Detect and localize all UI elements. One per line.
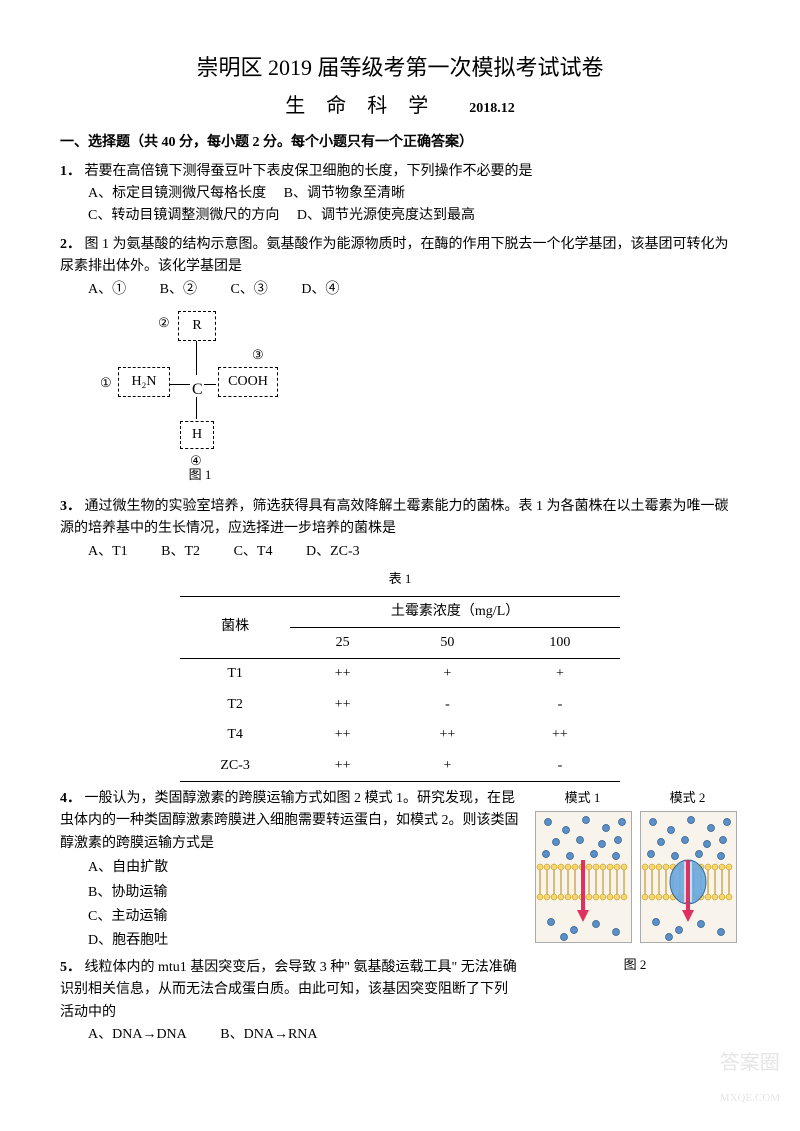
q2-options: A、① B、② C、③ D、④ xyxy=(88,279,740,301)
subject-text: 生 命 科 学 xyxy=(285,95,436,117)
q2-stem: 图 1 为氨基酸的结构示意图。氨基酸作为能源物质时，在酶的作用下脱去一个化学基团… xyxy=(60,237,729,274)
q1-opt-b: B、调节物象至清晰 xyxy=(284,186,405,201)
figure-2: 模式 1 模式 2 图 2 xyxy=(530,788,740,976)
q3-num: 3． xyxy=(60,499,81,514)
tbl1-r3-c50: + xyxy=(395,751,500,782)
q1-opt-d: D、调节光源使亮度达到最高 xyxy=(297,208,475,223)
q1-options: A、标定目镜测微尺每格长度 B、调节物象至清晰 C、转动目镜调整测微尺的方向 D… xyxy=(88,183,740,228)
q5-num: 5． xyxy=(60,960,81,975)
q5-stem: 线粒体内的 mtu1 基因突变后，会导致 3 种" 氨基酸运载工具" 无法准确识… xyxy=(60,960,517,1020)
watermark: 答案圈MXQE.COM xyxy=(720,1047,780,1111)
fig2-caption: 图 2 xyxy=(530,955,740,976)
tbl1-r1-strain: T2 xyxy=(180,690,290,720)
fig1-box-h2n: H₂N xyxy=(118,367,170,397)
fig1-bond-left xyxy=(170,384,190,386)
tbl1-r1-c50: - xyxy=(395,690,500,720)
subject-title: 生 命 科 学 2018.12 xyxy=(60,90,740,122)
fig1-box-r: R xyxy=(178,311,216,341)
q2-opt-b: B、② xyxy=(160,279,197,301)
fig2-mode2-label: 模式 2 xyxy=(640,788,735,809)
q3-opt-d: D、ZC-3 xyxy=(306,541,360,563)
q3-opt-b: B、T2 xyxy=(161,541,200,563)
question-3: 3． 通过微生物的实验室培养，筛选获得具有高效降解土霉素能力的菌株。表 1 为各… xyxy=(60,496,740,563)
question-2: 2． 图 1 为氨基酸的结构示意图。氨基酸作为能源物质时，在酶的作用下脱去一个化… xyxy=(60,234,740,301)
tbl1-col-25: 25 xyxy=(290,628,395,659)
fig2-mode1: 模式 1 xyxy=(535,788,630,951)
section-1-title: 一、选择题（共 40 分，每小题 2 分。每个小题只有一个正确答案） xyxy=(60,132,740,154)
fig1-label-2: ② xyxy=(158,313,170,334)
tbl1-r0-strain: T1 xyxy=(180,659,290,690)
q1-opt-a: A、标定目镜测微尺每格长度 xyxy=(88,186,266,201)
fig2-mode1-svg xyxy=(535,811,632,943)
fig1-label-1: ① xyxy=(100,373,112,394)
tbl1-r3-c100: - xyxy=(500,751,620,782)
tbl1-r2-c50: ++ xyxy=(395,720,500,750)
q3-options: A、T1 B、T2 C、T4 D、ZC-3 xyxy=(88,541,740,563)
q4-num: 4． xyxy=(60,791,81,806)
fig1-bond-top xyxy=(196,341,198,375)
fig1-bond-right xyxy=(204,384,216,386)
q3-opt-c: C、T4 xyxy=(234,541,273,563)
q2-num: 2． xyxy=(60,237,81,252)
figure-1: R H₂N COOH H C ① ② ③ ④ 图 1 xyxy=(100,311,740,486)
table-row: T2 ++ - - xyxy=(180,690,620,720)
fig2-mode2: 模式 2 xyxy=(640,788,735,951)
q2-opt-d: D、④ xyxy=(301,279,339,301)
table1-caption: 表 1 xyxy=(60,569,740,590)
q1-num: 1． xyxy=(60,164,81,179)
q1-stem: 若要在高倍镜下测得蚕豆叶下表皮保卫细胞的长度，下列操作不必要的是 xyxy=(85,164,533,179)
tbl1-r3-strain: ZC-3 xyxy=(180,751,290,782)
fig1-label-3: ③ xyxy=(252,345,264,366)
tbl1-head-strain: 菌株 xyxy=(180,596,290,659)
table-1: 菌株 土霉素浓度（mg/L） 25 50 100 T1 ++ + + T2 ++… xyxy=(180,596,620,782)
tbl1-r0-c25: ++ xyxy=(290,659,395,690)
question-1: 1． 若要在高倍镜下测得蚕豆叶下表皮保卫细胞的长度，下列操作不必要的是 A、标定… xyxy=(60,161,740,228)
question-4: 模式 1 模式 2 图 2 4． 一般认为，类固醇激素的跨膜运输方式如图 2 模… xyxy=(60,788,740,1046)
table-row: T1 ++ + + xyxy=(180,659,620,690)
q3-stem: 通过微生物的实验室培养，筛选获得具有高效降解土霉素能力的菌株。表 1 为各菌株在… xyxy=(60,499,729,536)
q2-opt-c: C、③ xyxy=(230,279,267,301)
tbl1-col-100: 100 xyxy=(500,628,620,659)
tbl1-r2-c25: ++ xyxy=(290,720,395,750)
tbl1-r2-strain: T4 xyxy=(180,720,290,750)
fig2-mode2-svg xyxy=(640,811,737,943)
q4-stem: 一般认为，类固醇激素的跨膜运输方式如图 2 模式 1。研究发现，在昆虫体内的一种… xyxy=(60,791,519,851)
fig1-box-h: H xyxy=(180,421,214,449)
tbl1-r1-c100: - xyxy=(500,690,620,720)
fig2-mode1-label: 模式 1 xyxy=(535,788,630,809)
q5-opt-b: B、DNA→RNA xyxy=(220,1024,317,1046)
q5-opt-a: A、DNA→DNA xyxy=(88,1024,187,1046)
tbl1-col-50: 50 xyxy=(395,628,500,659)
fig1-bond-bottom xyxy=(196,397,198,419)
exam-date: 2018.12 xyxy=(469,101,515,116)
tbl1-r0-c100: + xyxy=(500,659,620,690)
tbl1-r3-c25: ++ xyxy=(290,751,395,782)
table-row: T4 ++ ++ ++ xyxy=(180,720,620,750)
fig1-label-4: ④ xyxy=(190,451,202,472)
q2-opt-a: A、① xyxy=(88,279,126,301)
fig1-box-cooh: COOH xyxy=(218,367,278,397)
tbl1-r0-c50: + xyxy=(395,659,500,690)
q5-options: A、DNA→DNA B、DNA→RNA xyxy=(88,1024,740,1046)
tbl1-r1-c25: ++ xyxy=(290,690,395,720)
tbl1-head-conc: 土霉素浓度（mg/L） xyxy=(290,596,620,627)
q1-opt-c: C、转动目镜调整测微尺的方向 xyxy=(88,208,279,223)
table-row: ZC-3 ++ + - xyxy=(180,751,620,782)
tbl1-r2-c100: ++ xyxy=(500,720,620,750)
page-title: 崇明区 2019 届等级考第一次模拟考试试卷 xyxy=(60,50,740,85)
q3-opt-a: A、T1 xyxy=(88,541,128,563)
